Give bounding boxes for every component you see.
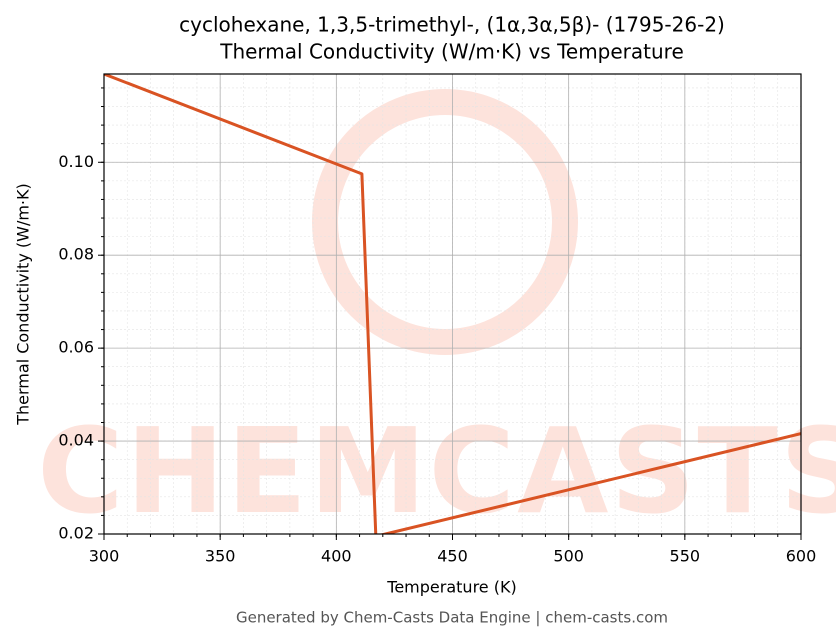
y-tick-label: 0.02: [58, 524, 94, 543]
watermark-logo: [312, 89, 578, 355]
y-axis-label: Thermal Conductivity (W/m·K): [14, 183, 33, 426]
chart-subtitle: Thermal Conductivity (W/m·K) vs Temperat…: [219, 40, 684, 64]
x-tick-label: 450: [437, 547, 468, 566]
data-line: [104, 74, 801, 534]
y-tick-label: 0.10: [58, 152, 94, 171]
x-axis-label: Temperature (K): [386, 578, 516, 597]
x-tick-label: 400: [321, 547, 352, 566]
x-tick-label: 300: [89, 547, 120, 566]
y-tick-label: 0.06: [58, 338, 94, 357]
x-tick-label: 550: [670, 547, 701, 566]
y-tick-label: 0.08: [58, 245, 94, 264]
x-tick-label: 600: [786, 547, 817, 566]
chart-title: cyclohexane, 1,3,5-trimethyl-, (1α,3α,5β…: [179, 13, 725, 37]
y-tick-label: 0.04: [58, 431, 94, 450]
x-tick-label: 350: [205, 547, 236, 566]
footer: Generated by Chem-Casts Data Engine | ch…: [236, 609, 668, 627]
watermark: CHEMCASTS: [37, 402, 836, 540]
x-tick-label: 500: [553, 547, 584, 566]
